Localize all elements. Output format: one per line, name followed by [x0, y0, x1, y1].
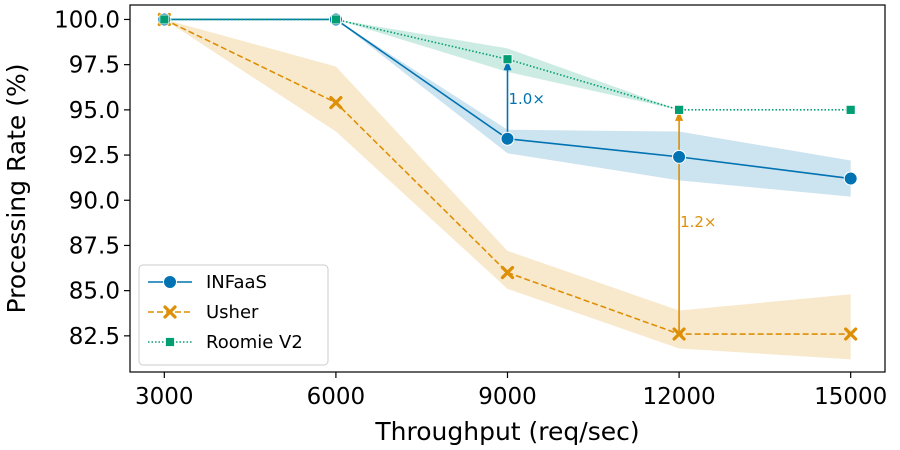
point-1-2: [500, 265, 515, 280]
annotation-label-0: 1.0×: [509, 90, 545, 108]
legend-label-1: Usher: [206, 302, 259, 323]
x-axis: 3000 6000 9000 12000 15000: [135, 372, 887, 410]
point-1-3: [672, 327, 686, 341]
x-tick-label-3: 12000: [643, 384, 716, 410]
x-axis-title: Throughput (req/sec): [374, 417, 639, 446]
point-2-4: [845, 104, 856, 115]
y-tick-label-6: 97.5: [69, 53, 120, 79]
y-tick-label-2: 87.5: [69, 233, 120, 259]
y-tick-label-5: 95.0: [69, 98, 120, 124]
y-tick-label-3: 90.0: [69, 188, 120, 214]
y-tick-label-0: 82.5: [69, 324, 120, 350]
legend-swatch-marker-2: [165, 337, 175, 347]
annotation-arrowhead-1: [675, 110, 684, 121]
point-2-0: [159, 14, 170, 25]
legend-swatch-marker-0: [163, 275, 177, 289]
point-2-2: [502, 54, 513, 65]
y-tick-label-7: 100.0: [54, 7, 120, 33]
point-1-1: [329, 96, 343, 110]
legend-label-0: INFaaS: [206, 272, 267, 293]
y-tick-label-1: 85.0: [69, 279, 120, 305]
x-tick-label-0: 3000: [135, 384, 194, 410]
legend-swatch-marker-1: [163, 305, 177, 319]
y-tick-label-4: 92.5: [69, 143, 120, 169]
x-tick-label-2: 9000: [478, 384, 537, 410]
legend: INFaaS Usher Roomie V2: [138, 264, 329, 366]
y-axis-title: Processing Rate (%): [2, 64, 31, 314]
point-0-4: [843, 171, 858, 186]
x-tick-label-4: 15000: [814, 384, 887, 410]
point-2-3: [674, 104, 684, 115]
annotation-arrowhead-0: [503, 60, 512, 71]
y-axis: 82.5 85.0 87.5 90.0 92.5 95.0 97.5 100.0: [54, 7, 130, 350]
legend-label-2: Roomie V2: [206, 332, 303, 353]
legend-box: [138, 264, 329, 366]
point-2-1: [331, 14, 341, 25]
point-1-4: [844, 327, 858, 341]
point-0-2: [500, 131, 515, 146]
series-markers: [157, 12, 858, 341]
annotation-label-1: 1.2×: [680, 213, 716, 231]
x-tick-label-1: 6000: [307, 384, 366, 410]
point-0-3: [672, 149, 687, 164]
